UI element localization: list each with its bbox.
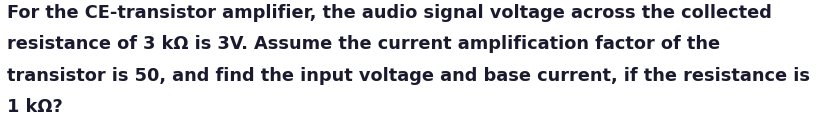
Text: For the CE-transistor amplifier, the audio signal voltage across the collected: For the CE-transistor amplifier, the aud… <box>7 4 771 22</box>
Text: 1 kΩ?: 1 kΩ? <box>7 98 62 116</box>
Text: transistor is 50, and find the input voltage and base current, if the resistance: transistor is 50, and find the input vol… <box>7 67 809 85</box>
Text: resistance of 3 kΩ is 3V. Assume the current amplification factor of the: resistance of 3 kΩ is 3V. Assume the cur… <box>7 35 719 53</box>
